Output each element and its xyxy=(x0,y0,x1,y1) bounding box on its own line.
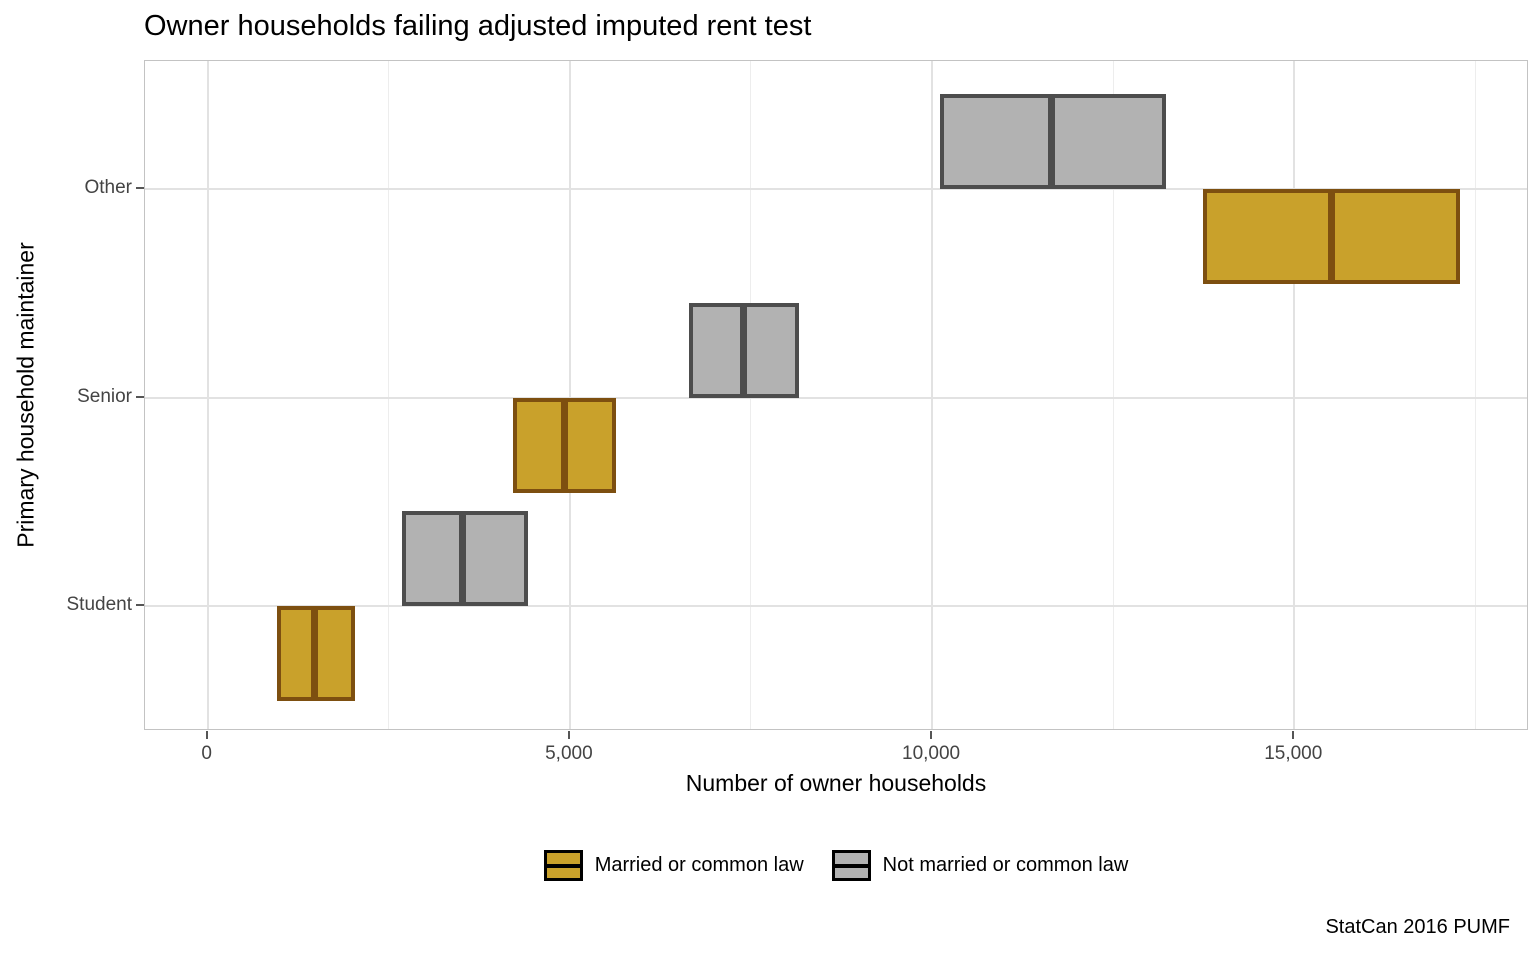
y-axis-tick-label: Senior xyxy=(77,385,132,407)
legend-label-married: Married or common law xyxy=(594,854,804,876)
legend-key-midline xyxy=(546,863,580,868)
crossbar-midline xyxy=(560,401,568,489)
crossbar-not-married-student xyxy=(401,511,528,606)
crossbar-midline xyxy=(1048,98,1056,185)
crossbar-midline xyxy=(459,515,467,602)
gridline-major-x xyxy=(931,61,934,729)
plot-panel xyxy=(144,60,1528,730)
legend-key-married-icon xyxy=(543,850,583,881)
chart-title: Owner households failing adjusted impute… xyxy=(144,10,812,42)
caption: StatCan 2016 PUMF xyxy=(1325,916,1510,938)
crossbar-married-senior xyxy=(512,397,617,493)
x-axis-tick-label: 0 xyxy=(201,743,212,764)
gridline-major-x xyxy=(206,61,209,729)
x-axis-tick-label: 15,000 xyxy=(1264,743,1323,764)
crossbar-midline xyxy=(310,610,318,697)
legend: Married or common law Not married or com… xyxy=(144,850,1528,881)
gridline-minor-x xyxy=(1474,61,1476,729)
gridline-major-y xyxy=(145,188,1527,190)
legend-key-not-married-icon xyxy=(831,850,871,881)
x-axis-tick xyxy=(930,731,933,739)
legend-entry-not-married: Not married or common law xyxy=(831,850,1129,881)
gridline-major-x xyxy=(568,61,571,729)
y-axis-tick xyxy=(136,187,144,189)
x-axis-tick xyxy=(567,731,570,739)
legend-entry-married: Married or common law xyxy=(543,850,804,881)
crossbar-married-other xyxy=(1202,189,1461,284)
y-axis-title: Primary household maintainer xyxy=(12,242,39,548)
x-axis-tick-label: 5,000 xyxy=(545,743,593,764)
gridline-minor-x xyxy=(388,61,390,729)
gridline-major-x xyxy=(1293,61,1296,729)
gridline-major-y xyxy=(145,396,1527,399)
y-axis-tick xyxy=(136,395,144,398)
crossbar-midline xyxy=(740,306,748,394)
x-axis-tick-label: 10,000 xyxy=(902,743,961,764)
x-axis-tick xyxy=(205,731,208,739)
x-axis-tick xyxy=(1292,731,1295,739)
x-axis-title: Number of owner households xyxy=(685,770,987,796)
y-axis-tick-label: Student xyxy=(66,594,133,615)
gridline-minor-x xyxy=(1112,61,1114,729)
crossbar-married-student xyxy=(277,606,355,701)
legend-label-not-married: Not married or common law xyxy=(882,854,1129,876)
y-axis-tick xyxy=(136,604,144,606)
crossbar-not-married-other xyxy=(940,94,1167,189)
legend-key-midline xyxy=(834,863,868,868)
gridline-major-y xyxy=(145,605,1527,607)
crossbar-not-married-senior xyxy=(688,302,799,398)
crossbar-midline xyxy=(1328,193,1336,280)
y-axis-tick-label: Other xyxy=(84,177,132,198)
